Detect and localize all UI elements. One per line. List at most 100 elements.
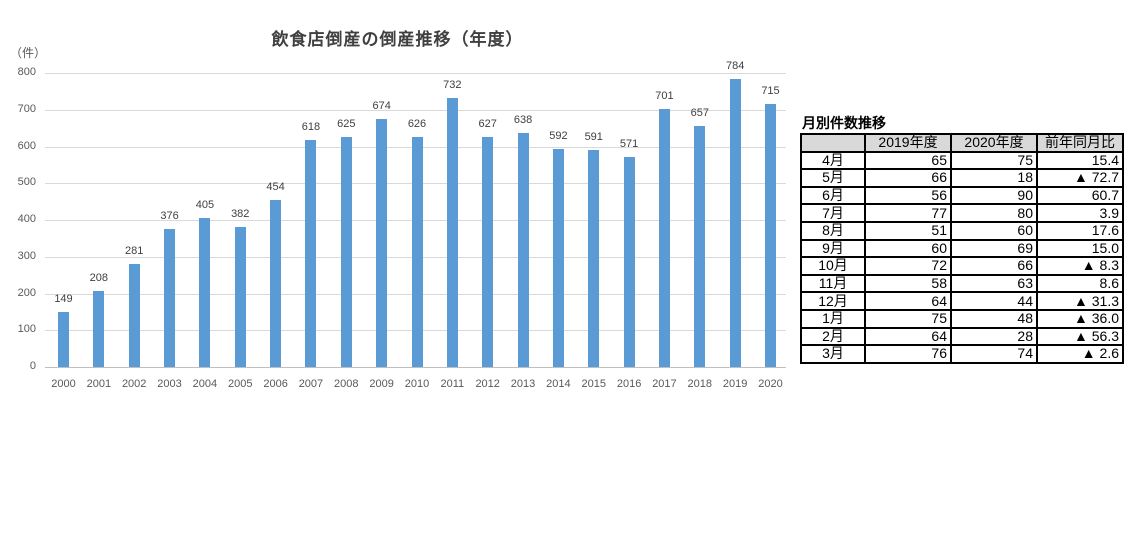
table-row: 12月 64 44 ▲ 31.3: [800, 291, 1124, 311]
bar-2005: [234, 226, 246, 367]
bar-value-label: 625: [337, 118, 356, 131]
x-tick-label: 2019: [722, 378, 748, 390]
value-2020-cell: 90: [950, 185, 1038, 206]
bar-value-label: 618: [301, 120, 321, 133]
value-2020-cell: 44: [950, 291, 1038, 311]
y-tick-label: 0: [29, 360, 36, 372]
bar-value-label: 592: [549, 130, 568, 143]
month-cell: 7月: [800, 203, 866, 223]
x-tick-label: 2020: [758, 378, 783, 390]
bar-value-label: 208: [89, 271, 109, 284]
x-tick-label: 2017: [652, 378, 677, 390]
bar-2014: [552, 149, 564, 367]
bar-2008: [340, 137, 352, 367]
value-2019-cell: 64: [864, 326, 952, 347]
x-tick-label: 2005: [228, 378, 253, 390]
chart-title: 飲食店倒産の倒産推移（年度）: [271, 30, 524, 50]
table-row: 6月 56 90 60.7: [800, 185, 1124, 206]
value-2020-cell: 63: [950, 273, 1038, 294]
monthly-table-panel: 月別件数推移 2019年度 2020年度 前年同月比 4月 65 75 15.4 5月 6…: [800, 115, 1124, 364]
table-row: 11月 58 63 8.6: [800, 273, 1124, 294]
bar-value-label: 454: [266, 181, 285, 194]
bar-2018: [694, 125, 706, 367]
value-2019-cell: 76: [864, 344, 952, 364]
value-2020-cell: 69: [950, 238, 1038, 259]
table-row: 8月 51 60 17.6: [800, 220, 1124, 241]
header-2019: 2019年度: [864, 133, 952, 153]
value-2019-cell: 66: [864, 168, 952, 188]
month-cell: 2月: [800, 326, 866, 347]
y-tick-label: 800: [17, 66, 36, 78]
x-axis-line: [45, 367, 786, 368]
value-2019-cell: 60: [864, 238, 952, 259]
bar-2009: [376, 119, 388, 367]
bar-value-label: 571: [619, 138, 639, 151]
bar-2007: [305, 139, 317, 367]
x-tick-label: 2001: [86, 378, 112, 390]
yoy-ratio-cell: 8.6: [1036, 273, 1124, 294]
bar-value-label: 715: [761, 85, 780, 98]
y-tick-label: 700: [17, 102, 36, 115]
y-axis-unit-label: （件）: [10, 46, 47, 60]
x-tick-label: 2003: [157, 378, 182, 390]
gridline: [45, 73, 786, 74]
x-tick-label: 2013: [510, 378, 536, 390]
value-2020-cell: 60: [950, 220, 1038, 241]
table-title: 月別件数推移: [802, 116, 886, 132]
value-2019-cell: 75: [864, 308, 952, 329]
table-row: 4月 65 75 15.4: [800, 150, 1124, 171]
bar-value-label: 627: [478, 117, 497, 130]
yoy-ratio-cell: ▲ 8.3: [1036, 256, 1124, 276]
x-tick-label: 2018: [687, 378, 713, 390]
y-tick-label: 100: [17, 323, 36, 336]
monthly-count-table: 2019年度 2020年度 前年同月比 4月 65 75 15.4 5月 66 18 ▲ 72…: [800, 133, 1124, 364]
gridline: [45, 109, 786, 111]
yoy-ratio-cell: 60.7: [1036, 185, 1124, 206]
bar-2003: [164, 228, 176, 367]
value-2020-cell: 75: [950, 150, 1038, 171]
bar-2002: [128, 263, 140, 367]
bar-value-label: 701: [655, 90, 674, 103]
bar-2001: [93, 290, 105, 367]
value-2020-cell: 80: [950, 203, 1038, 223]
yoy-ratio-cell: 17.6: [1036, 220, 1124, 241]
x-tick-label: 2008: [334, 378, 359, 390]
month-cell: 12月: [800, 291, 866, 311]
bar-2010: [411, 136, 423, 367]
month-cell: 3月: [800, 344, 866, 364]
yoy-ratio-cell: ▲ 2.6: [1036, 344, 1124, 364]
value-2020-cell: 48: [950, 308, 1038, 329]
x-tick-label: 2000: [51, 378, 76, 390]
value-2019-cell: 51: [864, 220, 952, 241]
y-tick-label: 400: [17, 213, 36, 225]
header-yoy-ratio: 前年同月比: [1036, 133, 1124, 153]
bar-value-label: 382: [231, 207, 250, 220]
bar-2013: [517, 132, 529, 367]
month-cell: 10月: [800, 256, 866, 276]
month-cell: 9月: [800, 238, 866, 259]
x-tick-label: 2011: [440, 378, 465, 390]
bar-value-label: 626: [407, 117, 427, 130]
x-tick-label: 2009: [369, 378, 394, 390]
bar-value-label: 784: [725, 59, 745, 72]
table-row: 2月 64 28 ▲ 56.3: [800, 326, 1124, 347]
x-tick-label: 2004: [192, 378, 218, 390]
bar-value-label: 732: [443, 78, 462, 91]
value-2019-cell: 72: [864, 256, 952, 276]
month-cell: 5月: [800, 168, 866, 188]
bar-value-label: 591: [584, 130, 603, 143]
bar-2000: [58, 312, 69, 367]
bar-value-label: 376: [160, 209, 179, 222]
value-2019-cell: 64: [864, 291, 952, 311]
bar-value-label: 638: [513, 113, 533, 126]
bar-chart: 飲食店倒産の倒産推移（年度） （件） 0 100 200 300 400 500 600 70…: [10, 30, 786, 390]
bar-2020: [765, 104, 776, 367]
bar-value-label: 281: [125, 244, 144, 257]
value-2019-cell: 58: [864, 273, 952, 294]
bar-value-label: 405: [195, 199, 215, 212]
table-row: 1月 75 48 ▲ 36.0: [800, 308, 1124, 329]
bar-value-label: 657: [690, 106, 709, 119]
table-row: 5月 66 18 ▲ 72.7: [800, 168, 1124, 188]
bar-2006: [270, 200, 282, 367]
yoy-ratio-cell: 3.9: [1036, 203, 1124, 223]
